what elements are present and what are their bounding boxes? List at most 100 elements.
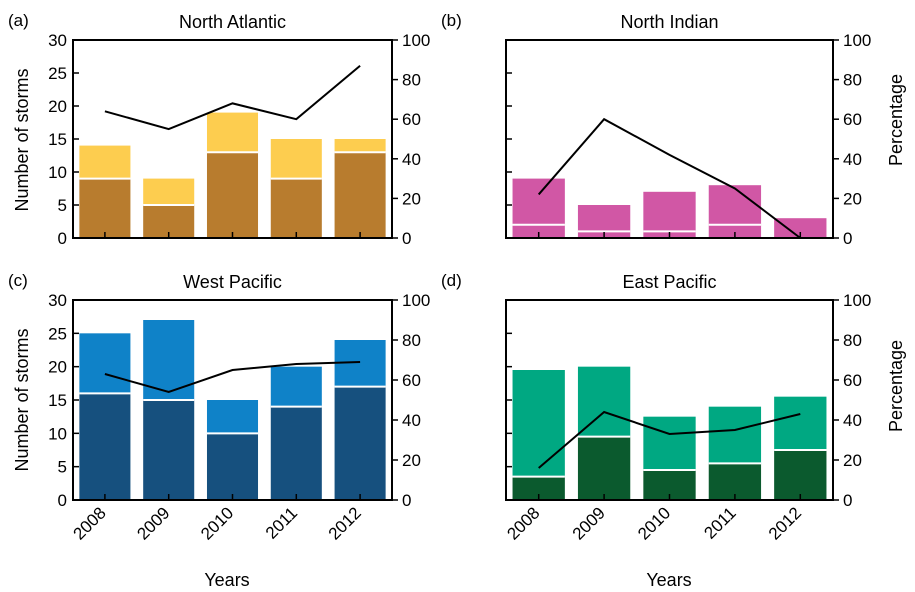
left-axis-label-bottom: Number of storms	[12, 328, 32, 471]
panel-1-right-tick-label-20: 20	[843, 189, 862, 208]
panel-0-left-tick-label-20: 20	[48, 97, 67, 116]
panel-2-bar-2011-s1	[270, 366, 322, 407]
panel-2-left-tick-label-20: 20	[48, 358, 67, 377]
panel-2-right-tick-label-80: 80	[402, 331, 421, 350]
panel-3-title: East Pacific	[622, 272, 716, 292]
panel-3-bar-2009-s1	[577, 366, 631, 437]
panel-0-right-tick-label-100: 100	[402, 31, 430, 50]
panel-2-right-tick-label-0: 0	[402, 491, 411, 510]
panel-1-right-tick-label-40: 40	[843, 150, 862, 169]
panel-2-right-tick-label-40: 40	[402, 411, 421, 430]
panel-1-right-tick-label-100: 100	[843, 31, 871, 50]
panel-2-bar-2011-s0	[270, 406, 322, 500]
panel-3-bar-2012-s0	[774, 450, 827, 500]
panel-1-bar-2012-s1	[774, 218, 827, 238]
panel-0-bar-2012-s1	[334, 139, 386, 153]
panel-0-bar-2009-s1	[143, 178, 195, 205]
panel-2-x-tick-label-2011: 2011	[262, 503, 301, 542]
panel-2-x-tick-label-2008: 2008	[70, 503, 110, 543]
panel-1-bar-2008-s1	[512, 178, 565, 225]
panel-1-right-tick-label-0: 0	[843, 229, 852, 248]
panel-1-right-tick-label-80: 80	[843, 71, 862, 90]
panel-1-right-tick-label-60: 60	[843, 110, 862, 129]
panel-2-x-tick-label-2012: 2012	[325, 503, 365, 543]
panel-2-bar-2008-s1	[79, 333, 131, 394]
panel-0-letter: (a)	[8, 11, 29, 30]
panel-3-right-tick-label-80: 80	[843, 331, 862, 350]
panel-3-x-tick-label-2012: 2012	[765, 503, 805, 543]
panel-3-x-tick-label-2008: 2008	[503, 503, 543, 543]
panel-2-left-tick-label-30: 30	[48, 291, 67, 310]
panel-2-right-tick-label-100: 100	[402, 291, 430, 310]
panel-0-bar-2008-s1	[79, 145, 131, 179]
panel-1-bar-2009-s1	[577, 205, 631, 232]
panel-0-left-tick-label-10: 10	[48, 163, 67, 182]
panel-0-right-tick-label-80: 80	[402, 71, 421, 90]
panel-0: 0 5 10 15 20 25 30 0 20 40 60 80 100 North Atlantic (a…	[8, 11, 430, 248]
panel-3-right-tick-label-0: 0	[843, 491, 852, 510]
panel-2-bar-2012-s0	[334, 386, 386, 500]
panel-3-right-tick-label-100: 100	[843, 291, 871, 310]
panel-2-bar-2010-s1	[206, 400, 259, 434]
panel-0-left-tick-label-15: 15	[48, 130, 67, 149]
panel-3-bar-2008-s0	[512, 476, 565, 500]
panel-2-left-tick-label-10: 10	[48, 424, 67, 443]
panel-3-bar-2011-s1	[708, 406, 762, 464]
panel-2-percentage-line	[104, 361, 361, 394]
panel-3-x-tick-label-2009: 2009	[569, 503, 609, 543]
panel-3-bar-2012-s1	[774, 396, 827, 450]
panel-2-bar-2010-s0	[206, 433, 259, 500]
panel-2: 0 5 10 15 20 25 30 0 20 40 60 80 100 2008 2009 2010 2011…	[8, 271, 430, 544]
panel-3-bar-2011-s0	[708, 463, 762, 500]
right-axis-label-top: Percentage	[886, 74, 906, 166]
panel-0-left-tick-label-0: 0	[58, 229, 67, 248]
panel-2-x-tick-label-2009: 2009	[133, 503, 173, 543]
panel-1-bar-2008-s0	[512, 224, 565, 238]
panel-2-title: West Pacific	[183, 272, 282, 292]
panel-0-right-tick-label-60: 60	[402, 110, 421, 129]
panel-1-bar-2010-s1	[643, 191, 696, 232]
panel-0-right-tick-label-40: 40	[402, 150, 421, 169]
panel-0-bar-2008-s0	[79, 178, 131, 238]
panel-0-bar-2012-s0	[334, 152, 386, 238]
panel-3: 0 20 40 60 80 100 2008 2009 2010 2011 2012 East Pac…	[441, 271, 871, 544]
panel-3-right-tick-label-60: 60	[843, 371, 862, 390]
panel-0-right-tick-label-20: 20	[402, 189, 421, 208]
panel-2-left-tick-label-15: 15	[48, 391, 67, 410]
panel-1-bar-2011-s1	[708, 185, 762, 225]
panel-0-left-tick-label-5: 5	[58, 196, 67, 215]
panel-1-letter: (b)	[441, 11, 462, 30]
panel-2-x-tick-label-2010: 2010	[197, 503, 237, 543]
panel-0-title: North Atlantic	[179, 12, 286, 32]
panel-0-left-tick-label-30: 30	[48, 31, 67, 50]
panel-2-right-tick-label-20: 20	[402, 451, 421, 470]
panel-2-bar-2008-s0	[79, 393, 131, 500]
panel-3-percentage-line	[538, 410, 801, 469]
panel-2-bar-2009-s1	[143, 320, 195, 400]
panel-2-left-tick-label-25: 25	[48, 324, 67, 343]
panel-0-left-tick-label-25: 25	[48, 64, 67, 83]
panel-2-right-tick-label-60: 60	[402, 371, 421, 390]
panel-1-title: North Indian	[620, 12, 718, 32]
panel-3-letter: (d)	[441, 271, 462, 290]
panel-0-right-tick-label-0: 0	[402, 229, 411, 248]
left-axis-label-top: Number of storms	[12, 68, 32, 211]
x-axis-label-right: Years	[646, 570, 691, 590]
panel-2-letter: (c)	[8, 271, 28, 290]
panel-2-left-tick-label-0: 0	[58, 491, 67, 510]
right-axis-label-bottom: Percentage	[886, 340, 906, 432]
panel-3-right-tick-label-40: 40	[843, 411, 862, 430]
panel-2-left-tick-label-5: 5	[58, 458, 67, 477]
x-axis-label-left: Years	[204, 570, 249, 590]
panel-3-x-tick-label-2011: 2011	[700, 503, 739, 542]
panel-0-bar-2011-s0	[270, 178, 322, 238]
panel-3-bar-2010-s1	[643, 416, 696, 470]
panel-1-bar-2011-s0	[708, 224, 762, 238]
panel-0-percentage-line	[104, 64, 361, 131]
panel-3-bar-2008-s1	[512, 370, 565, 477]
panel-2-bar-2009-s0	[143, 400, 195, 500]
panel-0-bar-2010-s1	[206, 112, 259, 153]
panel-0-bar-2010-s0	[206, 152, 259, 238]
panel-3-bar-2009-s0	[577, 436, 631, 500]
